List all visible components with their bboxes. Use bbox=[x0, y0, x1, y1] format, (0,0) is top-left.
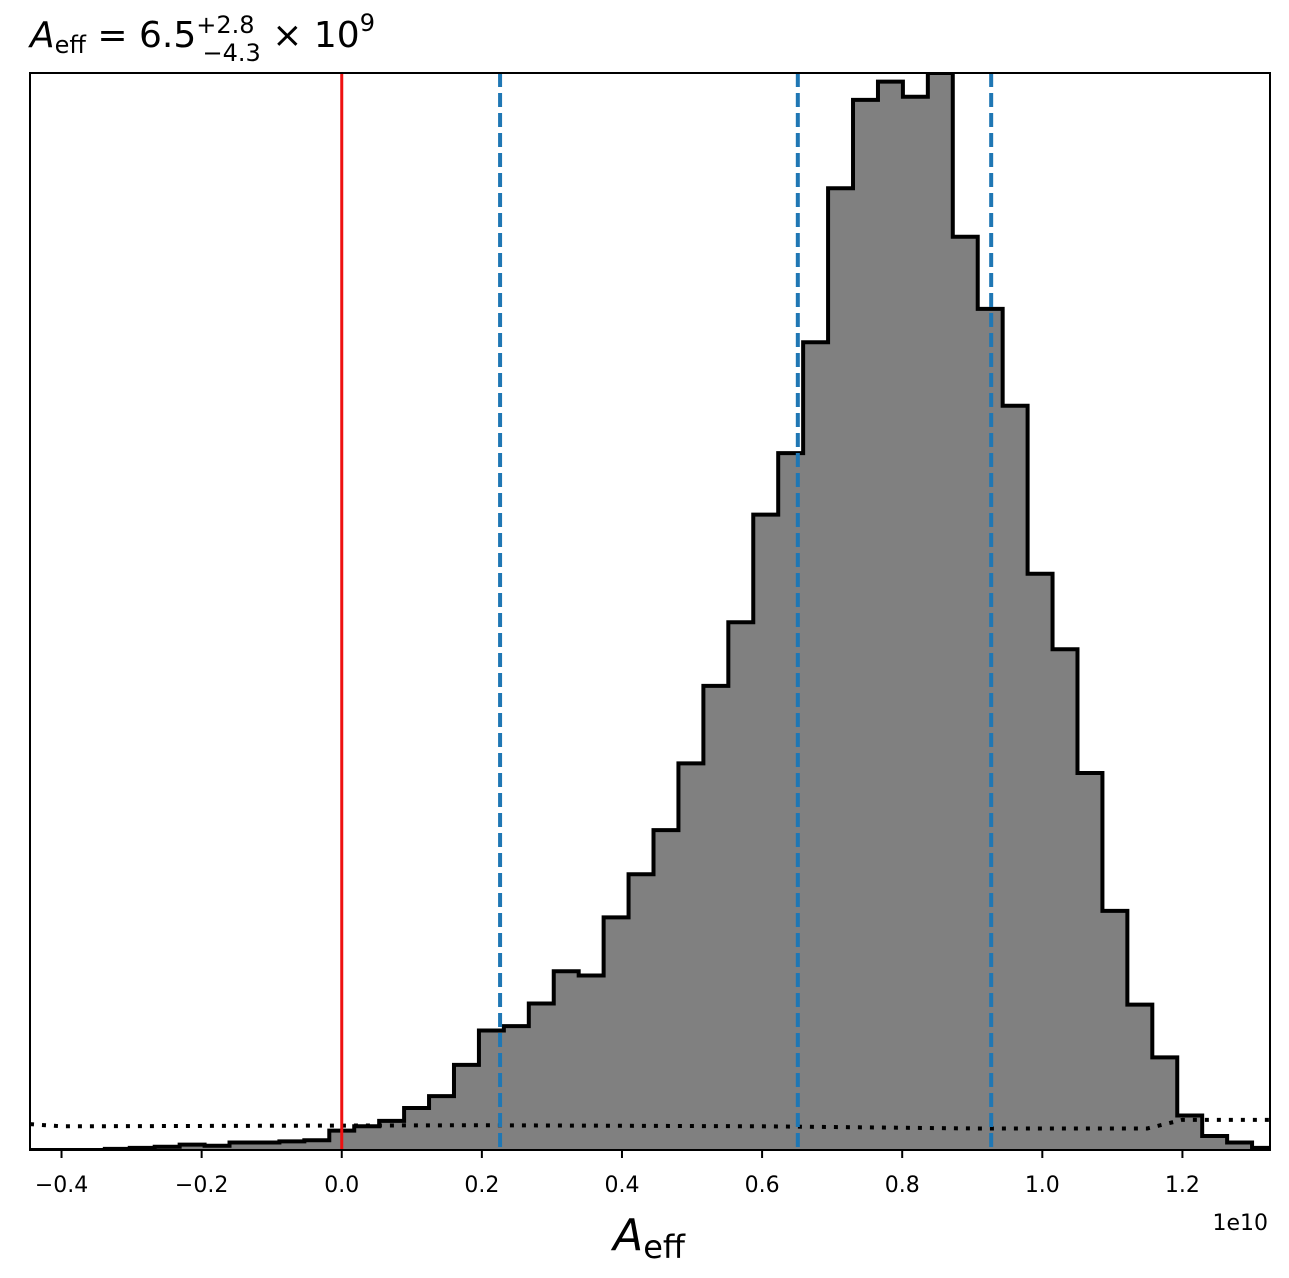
histogram-bar bbox=[952, 236, 979, 1150]
x-tick-label: 0.0 bbox=[324, 1173, 359, 1198]
histogram-bar bbox=[603, 917, 630, 1150]
histogram-bar bbox=[1127, 1004, 1153, 1150]
plot-content bbox=[30, 73, 1270, 1150]
plot-area bbox=[30, 73, 1270, 1150]
histogram-bar bbox=[254, 1142, 281, 1150]
histogram-bar bbox=[429, 1096, 455, 1150]
histogram-bar bbox=[853, 99, 879, 1150]
histogram-bar bbox=[553, 971, 580, 1150]
histogram-bar bbox=[1002, 405, 1029, 1150]
histogram-bar bbox=[1227, 1142, 1253, 1150]
histogram-bar bbox=[354, 1126, 380, 1150]
histogram-bar bbox=[1202, 1135, 1228, 1150]
x-tick-label: 1.2 bbox=[1165, 1173, 1200, 1198]
histogram-bar bbox=[1052, 649, 1079, 1150]
histogram-bar bbox=[1152, 1057, 1178, 1150]
histogram-bar bbox=[229, 1142, 256, 1150]
histogram-bar bbox=[778, 453, 804, 1150]
chart-title: Aeff = 6.5+2.8 −4.3 × 109 bbox=[28, 9, 375, 67]
histogram-bar bbox=[678, 763, 704, 1150]
x-tick-label: −0.2 bbox=[175, 1173, 228, 1198]
histogram-bar bbox=[803, 342, 829, 1150]
histogram-bar bbox=[304, 1140, 330, 1150]
x-tick-label: 1.0 bbox=[1025, 1173, 1060, 1198]
histogram-bar bbox=[753, 514, 779, 1150]
histogram-bar bbox=[279, 1141, 305, 1150]
histogram-bar bbox=[1077, 773, 1104, 1150]
title-value: = 6.5 bbox=[86, 15, 196, 56]
x-axis-ticks: −0.4 −0.2 0.0 0.2 0.4 0.6 0.8 1.0 1.2 bbox=[35, 1150, 1200, 1198]
histogram-bar bbox=[478, 1030, 505, 1150]
histogram-bar bbox=[503, 1026, 530, 1150]
histogram-bar bbox=[1027, 573, 1054, 1150]
title-exponent: 9 bbox=[360, 9, 375, 37]
title-lower-error: −4.3 bbox=[203, 39, 261, 67]
histogram-bar bbox=[902, 96, 929, 1150]
x-tick-label: 0.8 bbox=[885, 1173, 920, 1198]
histogram-bar bbox=[977, 308, 1004, 1150]
x-tick-label: 0.2 bbox=[464, 1173, 499, 1198]
histogram-bar bbox=[877, 81, 904, 1150]
histogram-bar bbox=[728, 622, 754, 1150]
histogram-bar bbox=[828, 188, 854, 1150]
histogram-bar bbox=[204, 1145, 231, 1150]
x-tick-label: 0.4 bbox=[604, 1173, 639, 1198]
title-symbol: A bbox=[28, 15, 55, 56]
histogram-bar bbox=[179, 1144, 206, 1150]
histogram-bar bbox=[653, 830, 680, 1150]
x-axis-label-subscript: eff bbox=[643, 1228, 686, 1266]
title-multiplier: × 10 bbox=[261, 15, 360, 56]
histogram-bar bbox=[927, 73, 954, 1150]
histogram-bar bbox=[404, 1107, 430, 1150]
x-axis-label: Aeff bbox=[610, 1210, 686, 1266]
title-symbol-subscript: eff bbox=[55, 31, 87, 59]
histogram-bar bbox=[1102, 910, 1128, 1150]
x-axis-label-symbol: A bbox=[610, 1210, 643, 1261]
histogram-bar bbox=[628, 874, 655, 1150]
histogram-bar bbox=[703, 685, 729, 1150]
histogram-outline bbox=[30, 73, 1270, 1150]
histogram-bar bbox=[578, 975, 605, 1150]
histogram-bar bbox=[453, 1064, 480, 1150]
x-tick-label: 0.6 bbox=[745, 1173, 780, 1198]
axes-frame bbox=[29, 72, 1271, 1151]
title-upper-error: +2.8 bbox=[196, 11, 254, 39]
x-tick-label: −0.4 bbox=[35, 1173, 88, 1198]
histogram-bar bbox=[528, 1003, 555, 1150]
x-axis-offset-label: 1e10 bbox=[1212, 1211, 1268, 1236]
